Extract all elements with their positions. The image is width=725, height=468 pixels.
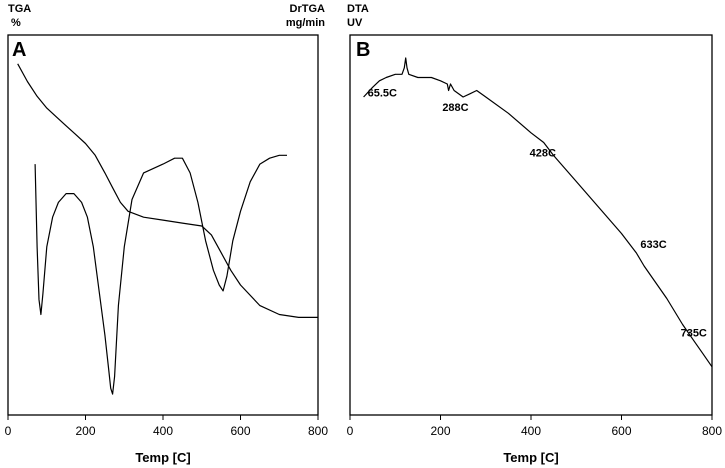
panel-a-frame (7, 34, 319, 416)
panel-b-series-line-1 (363, 57, 713, 368)
left-axis-unit-top: TGA (8, 3, 31, 15)
panel-b-x-axis-title: Temp [C] (503, 450, 558, 465)
panel-b-curves (363, 57, 713, 368)
right-axis-unit-top: DTA (347, 3, 369, 15)
panel-a-x-axis-title: Temp [C] (135, 450, 190, 465)
panel-a: A Temp [C] 0 200 400 600 800 (5, 34, 328, 465)
panel-b-x-tick-label: 600 (611, 424, 631, 438)
panel-a-x-tick-label: 0 (5, 424, 12, 438)
panel-a-x-tick-label: 600 (230, 424, 250, 438)
peak-annotation: 428C (530, 148, 556, 160)
mid-axis-unit-top: DrTGA (290, 3, 326, 15)
panel-a-curves (17, 63, 318, 395)
left-axis-unit-bottom: % (11, 17, 21, 29)
panel-b-x-tick-label: 200 (430, 424, 450, 438)
panel-a-x-ticks: 0 200 400 600 800 (5, 415, 328, 438)
panel-b-frame (349, 34, 713, 416)
right-axis-unit-bottom: UV (347, 17, 363, 29)
peak-annotation: 288C (442, 102, 468, 114)
panel-b-x-tick-label: 400 (521, 424, 541, 438)
panel-b-x-tick-label: 0 (347, 424, 354, 438)
panel-a-series-line-1 (17, 63, 318, 318)
peak-annotation: 633C (640, 239, 666, 251)
panel-b-annotations: 65.5C 288C 428C 633C 735C (368, 88, 707, 340)
panel-b: B Temp [C] 0 200 400 600 800 65.5C 288C 428C 63… (347, 34, 722, 465)
peak-annotation: 735C (681, 328, 707, 340)
panel-a-x-tick-label: 800 (308, 424, 328, 438)
panel-a-x-tick-label: 200 (75, 424, 95, 438)
peak-annotation: 65.5C (368, 88, 397, 100)
panel-b-x-ticks: 0 200 400 600 800 (347, 415, 722, 438)
panel-a-series-line-2 (34, 154, 287, 395)
mid-axis-unit-bottom: mg/min (286, 17, 325, 29)
panel-b-x-tick-label: 800 (702, 424, 722, 438)
panel-b-label: B (356, 39, 370, 61)
panel-a-x-tick-label: 400 (153, 424, 173, 438)
panel-a-label: A (12, 39, 26, 61)
